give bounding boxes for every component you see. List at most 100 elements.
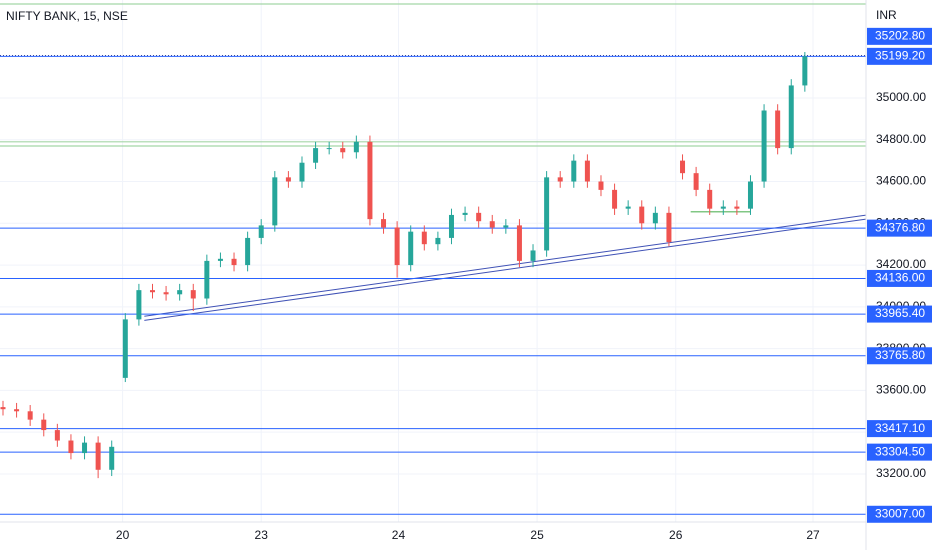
candle-body	[530, 250, 536, 261]
y-tick-label: 33200.00	[876, 466, 926, 480]
candle-body	[421, 231, 427, 245]
candle-body	[462, 212, 468, 215]
candle-body	[747, 181, 753, 209]
x-tick-label: 20	[116, 528, 130, 542]
candle-body	[177, 290, 183, 295]
price-label: 33965.40	[875, 306, 925, 320]
candle-body	[149, 290, 155, 293]
price-lines	[0, 3, 867, 515]
candle-body	[720, 206, 726, 209]
candle-body	[435, 237, 441, 245]
candle-body	[204, 260, 210, 299]
price-label: 33765.80	[875, 348, 925, 362]
candle-body	[394, 227, 400, 266]
price-label: 33304.50	[875, 444, 925, 458]
candle-body	[82, 442, 88, 454]
price-label: 34136.00	[875, 271, 925, 285]
candle-body	[639, 206, 645, 224]
grid	[0, 0, 866, 522]
candle-body	[381, 219, 387, 228]
candle-body	[489, 221, 495, 228]
candle-body	[571, 160, 577, 182]
candle-body	[27, 411, 33, 420]
candle-body	[54, 430, 60, 441]
candle-body	[557, 177, 563, 182]
candle-body	[0, 407, 6, 410]
candle-body	[122, 319, 128, 378]
candle-body	[652, 212, 658, 224]
candle-body	[775, 110, 781, 149]
candle-body	[285, 177, 291, 182]
x-tick-label: 26	[669, 528, 683, 542]
y-tick-label: 33600.00	[876, 383, 926, 397]
candle-body	[353, 141, 359, 153]
candle-body	[299, 162, 305, 182]
candle-body	[625, 206, 631, 209]
candle-body	[14, 409, 20, 412]
candle-body	[707, 189, 713, 209]
candle-body	[326, 148, 332, 150]
candle-body	[503, 225, 509, 228]
price-label: 33007.00	[875, 506, 925, 520]
candle-body	[788, 85, 794, 149]
candle-body	[693, 173, 699, 190]
candle-body	[734, 206, 740, 209]
candle-body	[245, 237, 251, 266]
candle-body	[190, 290, 196, 299]
trendline	[144, 218, 867, 321]
candle-body	[761, 110, 767, 182]
candle-body	[340, 148, 346, 153]
price-label-box	[867, 269, 932, 287]
price-label-box	[867, 47, 932, 65]
candle-body	[802, 56, 808, 86]
candle-body	[598, 181, 604, 190]
candle-body	[448, 214, 454, 238]
candle-body	[231, 258, 237, 266]
x-tick-label: 24	[392, 528, 406, 542]
candle-body	[258, 225, 264, 238]
candle-body	[136, 290, 142, 320]
currency-label: INR	[876, 8, 897, 22]
price-label-box	[867, 27, 932, 45]
candle-body	[41, 419, 47, 431]
x-tick-label: 23	[255, 528, 269, 542]
candle-body	[408, 231, 414, 266]
candle-body	[272, 177, 278, 226]
candle-body	[313, 148, 319, 163]
candle-body	[163, 292, 169, 295]
price-label: 35202.80	[875, 29, 925, 43]
y-tick-label: 34800.00	[876, 132, 926, 146]
candle-body	[584, 160, 590, 182]
price-label-box	[867, 505, 932, 523]
candle-body	[95, 442, 101, 470]
price-label-box	[867, 420, 932, 438]
candle-body	[666, 212, 672, 243]
candle-body	[680, 160, 686, 174]
candle-body	[612, 189, 618, 209]
candles	[0, 52, 808, 479]
price-label-box	[867, 347, 932, 365]
x-tick-label: 25	[530, 528, 544, 542]
price-label-box	[867, 219, 932, 237]
chart-title: NIFTY BANK, 15, NSE	[6, 9, 128, 23]
candle-body	[109, 446, 115, 470]
candle-body	[476, 212, 482, 222]
trendline	[144, 214, 867, 317]
price-label: 34376.80	[875, 220, 925, 234]
candle-body	[367, 141, 373, 220]
candle-body	[68, 440, 74, 454]
candle-body	[516, 225, 522, 261]
y-tick-label: 35000.00	[876, 90, 926, 104]
candle-body	[544, 177, 550, 251]
price-label: 33417.10	[875, 421, 925, 435]
price-label-box	[867, 305, 932, 323]
price-label: 35199.20	[875, 49, 925, 63]
x-tick-label: 27	[806, 528, 820, 542]
y-tick-label: 34200.00	[876, 257, 926, 271]
candle-body	[217, 258, 223, 261]
title-bg	[0, 8, 120, 26]
price-label-box	[867, 443, 932, 461]
y-tick-label: 34600.00	[876, 174, 926, 188]
